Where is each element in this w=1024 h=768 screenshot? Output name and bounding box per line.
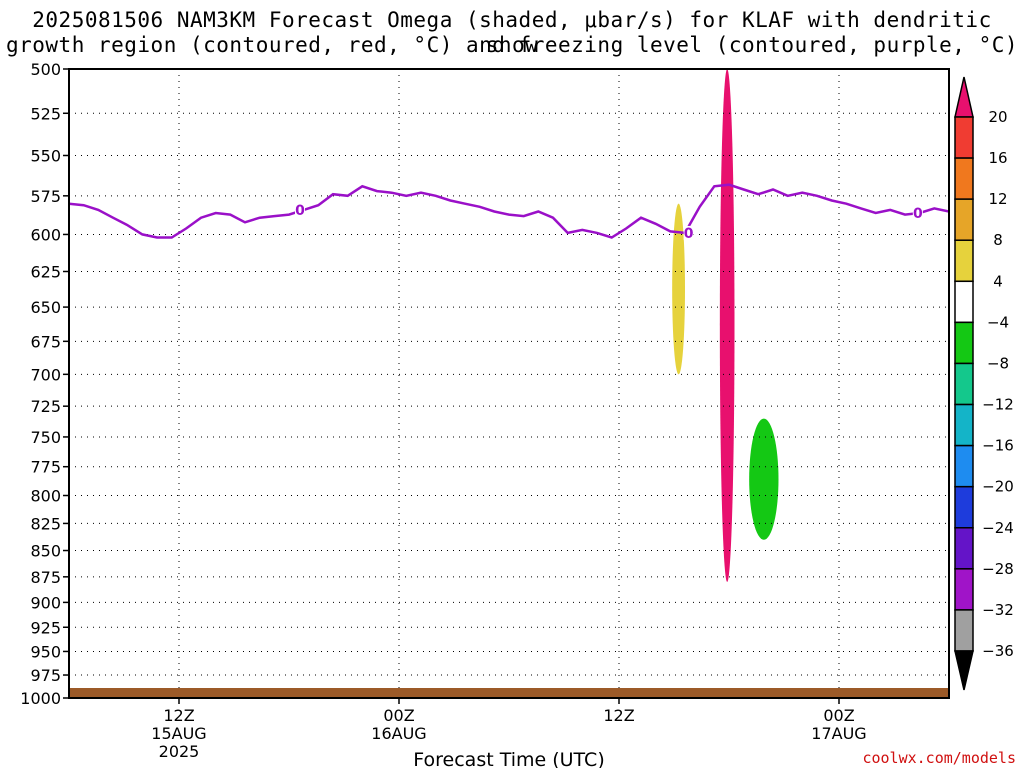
x-tick-label: 2025 [159,742,200,761]
colorbar-label: −4 [987,313,1009,331]
y-tick-label: 925 [30,618,61,637]
colorbar-bottom-arrow [954,650,974,691]
y-tick-label: 675 [30,332,61,351]
y-tick-label: 625 [30,262,61,281]
colorbar-box [954,116,974,159]
ground-band [70,688,948,697]
y-tick-label: 750 [30,428,61,447]
colorbar-top-arrow [954,76,974,118]
x-tick-label: 15AUG [151,724,206,743]
colorbar-label: −8 [987,354,1009,372]
y-axis-labels: 500 525 550 575 600 625 650 675 700 725 750 775 800 8… [20,60,69,708]
colorbar-box [954,157,974,200]
colorbar-label: −12 [982,396,1014,414]
credit-text: coolwx.com/models [862,749,1016,767]
colorbar-label: −20 [982,478,1014,496]
colorbar-label: 8 [993,231,1003,249]
x-tick-label: 12Z [603,706,634,725]
y-tick-label: 500 [30,60,61,79]
x-axis-title: Forecast Time (UTC) [413,749,604,768]
colorbar-label: 4 [993,272,1003,290]
y-tick-label: 950 [30,642,61,661]
colorbar-label: −16 [982,437,1014,455]
colorbar-box [954,403,974,447]
contour-label-bg [912,206,923,221]
y-tick-label: 550 [30,146,61,165]
chart-title-line-1: 2025081506 NAM3KM Forecast Omega (shaded… [32,8,992,57]
y-tick-label: 900 [30,593,61,612]
x-tick-label: 16AUG [371,724,426,743]
y-tick-label: 700 [30,365,61,384]
chart-title-line-2: growth region (contoured, red, °C) and f… [5,33,1019,57]
colorbar-label: −28 [982,560,1014,578]
plot-frame [68,68,950,699]
colorbar-label: 20 [988,108,1007,126]
y-tick-label: 525 [30,104,61,123]
colorbar-box [954,568,974,611]
colorbar-box [954,321,974,365]
contour-label: 0 [913,206,923,222]
y-tick-label: 575 [30,187,61,206]
y-tick-label: 650 [30,298,61,317]
x-tick-label: 12Z [163,706,194,725]
colorbar-label: 12 [988,190,1007,208]
colorbar-label: −24 [982,519,1014,537]
omega-shading [672,69,1024,582]
contour-label-bg [683,225,694,240]
omega-region-3 [1010,78,1024,582]
y-tick-label: 1000 [20,689,61,708]
colorbar-box [954,239,974,283]
y-tick-label: 600 [30,225,61,244]
colorbar-label: 16 [988,149,1007,167]
colorbar-box [954,362,974,406]
colorbar-box [954,280,974,324]
contour-label: 0 [684,226,694,242]
y-tick-label: 725 [30,397,61,416]
omega-region-2 [749,418,779,540]
colorbar-label: −36 [982,642,1014,660]
colorbar-label: −32 [982,601,1014,619]
freezing-level-line [69,183,949,239]
omega-region-1 [719,69,735,582]
gridlines [69,69,949,698]
colorbar-box [954,527,974,570]
omega-region-0 [672,203,685,375]
colorbar: 20 16 12 8 4 −4 −8 −12 −16 −20 −24 −28 −32 −36 [954,76,1014,691]
x-tick-label: 17AUG [811,724,866,743]
x-tick-label: 00Z [383,706,414,725]
y-tick-label: 875 [30,568,61,587]
colorbar-box [954,444,974,488]
y-tick-label: 800 [30,487,61,506]
colorbar-box [954,198,974,241]
ground-layer [70,688,948,697]
y-tick-label: 825 [30,514,61,533]
contour-label-bg [295,202,305,217]
x-tick-label: 00Z [823,706,854,725]
y-tick-label: 850 [30,542,61,561]
y-tick-label: 775 [30,458,61,477]
colorbar-box [954,485,974,529]
colorbar-box [954,609,974,652]
contour-label: 0 [295,203,305,219]
y-tick-label: 975 [30,666,61,685]
freezing-level-contour: 0 0 0 [69,183,949,242]
